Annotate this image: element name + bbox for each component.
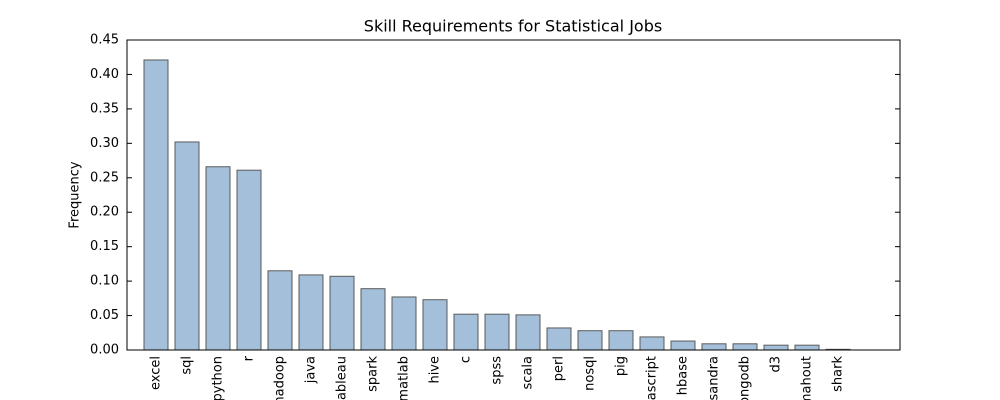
x-tick-label: matlab <box>397 356 412 400</box>
x-tick-label: java <box>304 356 319 384</box>
x-tick-label: perl <box>552 356 567 381</box>
bar <box>732 343 758 351</box>
x-tick-label: shark <box>831 356 846 392</box>
y-tick-label: 0.30 <box>90 136 119 151</box>
x-tick-label: d3 <box>769 356 784 373</box>
x-tick-label: c <box>459 356 474 363</box>
x-tick-label: cassandra <box>707 356 722 400</box>
x-tick-label: tableau <box>335 356 350 400</box>
bar <box>670 340 696 351</box>
y-tick-label: 0.25 <box>90 170 119 185</box>
x-tick-label: r <box>242 355 257 361</box>
y-tick-label: 0.40 <box>90 67 119 82</box>
x-tick-label: hbase <box>676 356 691 395</box>
bar <box>422 299 448 351</box>
bar <box>174 141 200 351</box>
plot-frame <box>126 39 901 351</box>
bar <box>267 270 293 351</box>
x-tick-label: excel <box>149 356 164 390</box>
bar <box>639 336 665 351</box>
x-tick-label: python <box>211 356 226 400</box>
x-tick-label: pig <box>614 356 629 376</box>
y-tick-label: 0.15 <box>90 239 119 254</box>
x-tick-label: mongodb <box>738 356 753 400</box>
bar <box>391 296 417 351</box>
y-tick-label: 0.20 <box>90 205 119 220</box>
bar <box>453 313 479 351</box>
bar <box>515 314 541 351</box>
bar <box>763 344 789 351</box>
y-tick-label: 0.45 <box>90 33 119 48</box>
bar <box>143 59 169 351</box>
bar <box>298 274 324 351</box>
x-tick-label: mahout <box>800 356 815 400</box>
x-tick-label: hadoop <box>273 356 288 400</box>
bar <box>484 313 510 351</box>
y-tick-label: 0.35 <box>90 101 119 116</box>
x-tick-label: sql <box>180 356 195 375</box>
bar <box>701 343 727 351</box>
x-tick-label: nosql <box>583 356 598 391</box>
y-tick-label: 0.10 <box>90 274 119 289</box>
x-tick-label: javascript <box>645 356 660 400</box>
bar <box>329 275 355 351</box>
bar <box>546 327 572 351</box>
bar <box>205 166 231 351</box>
x-tick-label: scala <box>521 356 536 389</box>
x-tick-label: spss <box>490 356 505 385</box>
y-axis-label: Frequency <box>68 161 83 228</box>
y-tick-label: 0.05 <box>90 308 119 323</box>
bar <box>236 169 262 351</box>
x-tick-label: spark <box>366 356 381 392</box>
bar <box>577 330 603 351</box>
x-tick-label: hive <box>428 356 443 384</box>
bar <box>794 344 820 351</box>
bar <box>360 288 386 351</box>
chart-title: Skill Requirements for Statistical Jobs <box>364 17 662 36</box>
y-tick-label: 0.00 <box>90 343 119 358</box>
bar <box>608 330 634 351</box>
